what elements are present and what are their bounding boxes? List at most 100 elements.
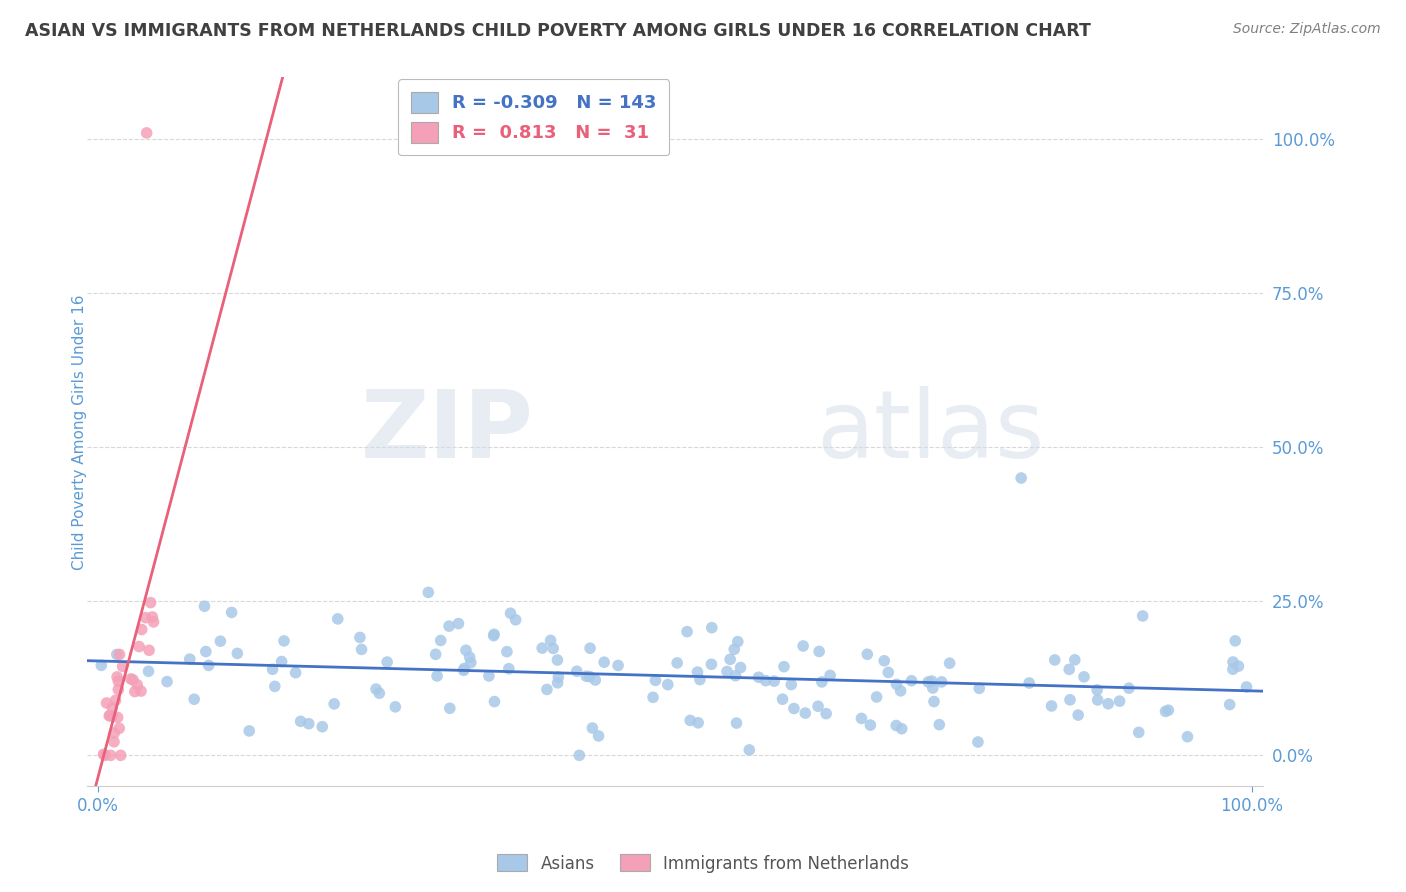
Point bbox=[426, 669, 449, 683]
Point bbox=[498, 662, 520, 676]
Point bbox=[938, 657, 960, 671]
Point bbox=[1097, 697, 1119, 711]
Text: Source: ZipAtlas.com: Source: ZipAtlas.com bbox=[1233, 22, 1381, 37]
Point bbox=[1040, 698, 1063, 713]
Point bbox=[1222, 655, 1244, 669]
Point bbox=[807, 699, 830, 714]
Point bbox=[105, 648, 128, 662]
Point bbox=[298, 716, 321, 731]
Text: ZIP: ZIP bbox=[361, 386, 534, 478]
Point bbox=[127, 678, 149, 692]
Point bbox=[644, 673, 666, 688]
Point bbox=[460, 656, 482, 670]
Point bbox=[917, 675, 939, 690]
Point bbox=[547, 670, 569, 684]
Point bbox=[290, 714, 312, 729]
Point bbox=[700, 621, 723, 635]
Point bbox=[447, 616, 470, 631]
Point bbox=[718, 652, 741, 666]
Point bbox=[922, 694, 945, 708]
Point bbox=[607, 658, 630, 673]
Point bbox=[368, 686, 391, 700]
Point bbox=[890, 722, 912, 736]
Point bbox=[780, 677, 803, 691]
Point bbox=[107, 682, 129, 697]
Point bbox=[641, 690, 664, 705]
Point bbox=[156, 674, 179, 689]
Point bbox=[453, 661, 475, 675]
Point bbox=[107, 710, 129, 724]
Point bbox=[536, 682, 558, 697]
Point bbox=[122, 673, 145, 687]
Point bbox=[1108, 694, 1130, 708]
Point bbox=[579, 641, 602, 656]
Point bbox=[755, 673, 778, 688]
Point bbox=[96, 696, 118, 710]
Point bbox=[375, 655, 398, 669]
Point bbox=[1043, 653, 1066, 667]
Point bbox=[103, 735, 125, 749]
Point bbox=[349, 631, 371, 645]
Point bbox=[110, 748, 132, 763]
Legend: Asians, Immigrants from Netherlands: Asians, Immigrants from Netherlands bbox=[491, 847, 915, 880]
Point bbox=[928, 717, 950, 731]
Point bbox=[723, 642, 745, 657]
Point bbox=[263, 679, 285, 693]
Point bbox=[716, 665, 738, 679]
Point bbox=[439, 701, 461, 715]
Point bbox=[1063, 653, 1085, 667]
Point bbox=[1057, 662, 1080, 676]
Point bbox=[666, 656, 689, 670]
Point bbox=[108, 648, 131, 662]
Point bbox=[772, 692, 794, 706]
Point bbox=[578, 669, 600, 683]
Point bbox=[284, 665, 307, 680]
Point bbox=[1177, 730, 1199, 744]
Point bbox=[103, 726, 125, 740]
Point bbox=[183, 692, 205, 706]
Point bbox=[738, 743, 761, 757]
Point bbox=[311, 720, 333, 734]
Point bbox=[193, 599, 215, 614]
Point bbox=[593, 655, 616, 669]
Point bbox=[1073, 670, 1095, 684]
Point bbox=[454, 643, 477, 657]
Point bbox=[794, 706, 817, 720]
Point bbox=[120, 672, 142, 686]
Text: ASIAN VS IMMIGRANTS FROM NETHERLANDS CHILD POVERTY AMONG GIRLS UNDER 16 CORRELAT: ASIAN VS IMMIGRANTS FROM NETHERLANDS CHI… bbox=[25, 22, 1091, 40]
Point bbox=[546, 653, 568, 667]
Point bbox=[886, 677, 908, 691]
Point bbox=[1219, 698, 1241, 712]
Point bbox=[226, 647, 249, 661]
Point bbox=[326, 612, 349, 626]
Point bbox=[90, 658, 112, 673]
Point bbox=[811, 674, 834, 689]
Point bbox=[139, 596, 162, 610]
Point bbox=[700, 657, 723, 672]
Point bbox=[128, 640, 150, 654]
Text: atlas: atlas bbox=[817, 386, 1045, 478]
Point bbox=[931, 674, 953, 689]
Point bbox=[107, 674, 129, 689]
Point bbox=[1227, 659, 1250, 673]
Point bbox=[657, 678, 679, 692]
Point bbox=[350, 642, 373, 657]
Point bbox=[101, 708, 124, 723]
Point bbox=[1222, 662, 1244, 676]
Point bbox=[100, 748, 122, 763]
Point bbox=[1128, 725, 1150, 739]
Point bbox=[384, 699, 406, 714]
Point bbox=[783, 701, 806, 715]
Point bbox=[138, 643, 160, 657]
Point bbox=[547, 676, 569, 690]
Point bbox=[105, 670, 128, 684]
Point bbox=[1225, 633, 1247, 648]
Point bbox=[921, 681, 943, 695]
Point bbox=[124, 684, 146, 698]
Point bbox=[540, 633, 562, 648]
Point bbox=[194, 644, 217, 658]
Point bbox=[142, 615, 165, 629]
Point bbox=[1157, 703, 1180, 717]
Point bbox=[531, 641, 554, 656]
Point bbox=[94, 748, 117, 763]
